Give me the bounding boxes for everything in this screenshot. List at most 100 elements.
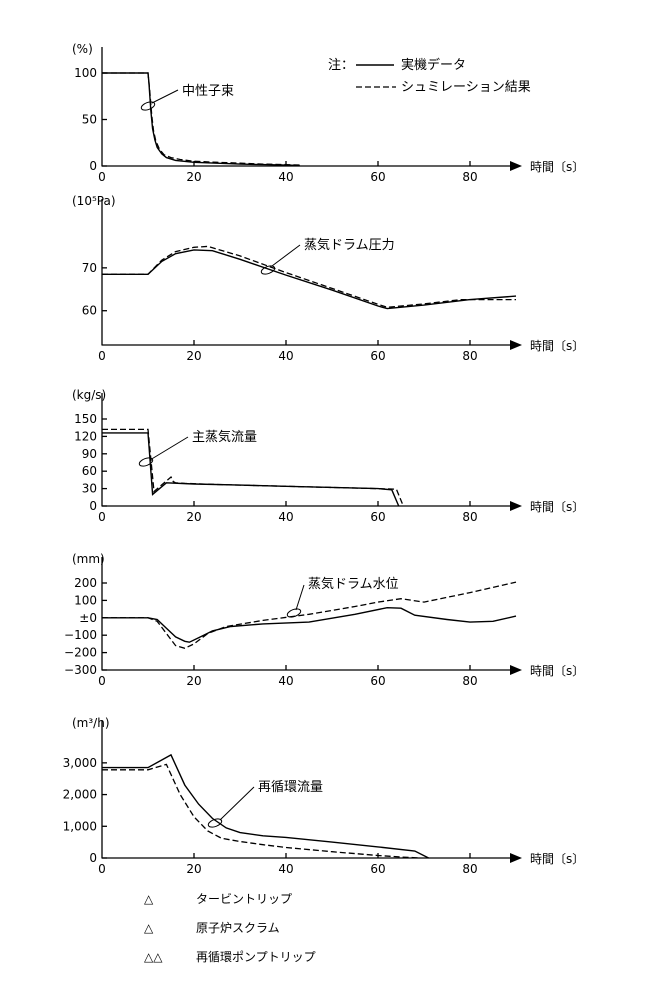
y-tick-label-4-1: 1,000 <box>63 819 97 833</box>
x-tick-label-2-3: 60 <box>370 510 385 524</box>
annotation-loop-2 <box>138 457 154 467</box>
event-symbol-0: △ <box>144 892 154 906</box>
y-tick-label-2-1: 30 <box>82 482 97 496</box>
y-tick-label-2-2: 60 <box>82 464 97 478</box>
annotation-loop-3 <box>286 608 302 618</box>
event-symbol-1: △ <box>144 921 154 935</box>
annotation-leader-1 <box>271 244 301 267</box>
unit-label-1: (10⁵Pa) <box>72 194 116 208</box>
event-symbol-2: △△ <box>144 950 163 964</box>
series-4-actual-line <box>102 753 429 859</box>
x-tick-label-3-4: 80 <box>462 674 477 688</box>
x-axis-title-2: 時間〔s〕 <box>530 500 584 514</box>
x-axis-arrow-0 <box>510 161 522 171</box>
x-tick-label-0-1: 20 <box>186 170 201 184</box>
x-tick-label-1-4: 80 <box>462 349 477 363</box>
y-tick-label-0-2: 100 <box>74 66 97 80</box>
series-3-actual-line <box>102 606 517 643</box>
y-tick-label-3-3: ±0 <box>79 611 97 625</box>
unit-label-0: (%) <box>72 42 93 56</box>
x-axis-title-1: 時間〔s〕 <box>530 339 584 353</box>
y-tick-label-2-0: 0 <box>89 499 97 513</box>
x-tick-label-0-2: 40 <box>278 170 293 184</box>
unit-label-3: (mm) <box>72 552 105 566</box>
x-tick-label-4-3: 60 <box>370 862 385 876</box>
unit-label-4: (m³/h) <box>72 716 110 730</box>
chart-panels: 0 20 40 60 80 0 50 100 (%) 時間〔s〕 中性子束 0 20 40 60 80 60 70… <box>63 42 585 876</box>
x-axis-title-3: 時間〔s〕 <box>530 664 584 678</box>
y-tick-label-3-2: −100 <box>64 628 97 642</box>
x-tick-label-4-0: 0 <box>98 862 106 876</box>
legend-actual-label: 実機データ <box>401 57 466 73</box>
x-tick-label-3-1: 20 <box>186 674 201 688</box>
series-3-simulation-line <box>102 581 517 649</box>
legend-note-prefix: 注： <box>328 58 354 73</box>
event-label-0: タービントリップ <box>196 892 292 906</box>
x-tick-label-2-2: 40 <box>278 510 293 524</box>
series-2-simulation-line <box>102 428 404 507</box>
x-tick-label-4-2: 40 <box>278 862 293 876</box>
chart-panel-1: 0 20 40 60 80 60 70 (10⁵Pa) 時間〔s〕 蒸気ドラム圧力 <box>72 194 584 363</box>
annotation-loop-4 <box>207 818 223 828</box>
x-tick-label-2-1: 20 <box>186 510 201 524</box>
y-tick-label-2-4: 120 <box>74 429 97 443</box>
y-tick-label-4-3: 3,000 <box>63 756 97 770</box>
y-tick-label-3-0: −300 <box>64 663 97 677</box>
y-tick-label-3-1: −200 <box>64 646 97 660</box>
y-tick-label-2-3: 90 <box>82 447 97 461</box>
x-tick-label-0-0: 0 <box>98 170 106 184</box>
series-1-simulation-line <box>102 245 516 308</box>
x-axis-title-4: 時間〔s〕 <box>530 852 584 866</box>
annotation-loop-0 <box>140 101 156 111</box>
y-tick-label-3-4: 100 <box>74 593 97 607</box>
x-axis-arrow-2 <box>510 501 522 511</box>
y-tick-label-2-5: 150 <box>74 412 97 426</box>
annotation-0: 中性子束 <box>182 84 234 99</box>
chart-panel-4: 0 20 40 60 80 0 1,000 2,000 3,000 (m³/h) 時間〔s〕 再循環流… <box>63 716 585 876</box>
annotation-leader-4 <box>219 786 255 821</box>
series-1-actual-line <box>102 249 517 310</box>
x-tick-label-1-3: 60 <box>370 349 385 363</box>
x-tick-label-3-0: 0 <box>98 674 106 688</box>
x-tick-label-0-3: 60 <box>370 170 385 184</box>
event-legend: △ タービントリップ △ 原子炉スクラム △△ 再循環ポンプトリップ <box>144 892 316 964</box>
x-tick-label-3-2: 40 <box>278 674 293 688</box>
chart-panel-3: 0 20 40 60 80 −300 −200 −100 ±0 100 200 (mm) 時間〔s〕 蒸気… <box>64 552 584 688</box>
annotation-loop-1 <box>260 265 276 275</box>
y-tick-label-3-5: 200 <box>74 576 97 590</box>
legend-sim-label: シュミレーション結果 <box>401 80 531 95</box>
annotation-leader-3 <box>295 584 305 611</box>
x-axis-arrow-4 <box>510 853 522 863</box>
y-tick-label-4-0: 0 <box>89 851 97 865</box>
event-label-1: 原子炉スクラム <box>196 921 280 935</box>
unit-label-2: (kg/s) <box>72 388 106 402</box>
x-tick-label-4-1: 20 <box>186 862 201 876</box>
event-label-2: 再循環ポンプトリップ <box>196 950 316 964</box>
y-tick-label-1-0: 60 <box>82 304 97 318</box>
annotation-leader-2 <box>149 436 189 461</box>
x-tick-label-1-2: 40 <box>278 349 293 363</box>
annotation-4: 再循環流量 <box>258 780 323 795</box>
annotation-1: 蒸気ドラム圧力 <box>304 237 395 253</box>
x-axis-title-0: 時間〔s〕 <box>530 160 584 174</box>
legend-note: 注： 実機データ シュミレーション結果 <box>328 57 531 95</box>
annotation-2: 主蒸気流量 <box>192 429 257 445</box>
annotation-3: 蒸気ドラム水位 <box>308 576 399 592</box>
y-tick-label-4-2: 2,000 <box>63 788 97 802</box>
x-tick-label-3-3: 60 <box>370 674 385 688</box>
series-0-simulation-line <box>102 72 300 166</box>
chart-panel-0: 0 20 40 60 80 0 50 100 (%) 時間〔s〕 中性子束 <box>72 42 584 184</box>
x-tick-label-0-4: 80 <box>462 170 477 184</box>
y-tick-label-0-1: 50 <box>82 113 97 127</box>
annotation-leader-0 <box>151 89 179 104</box>
x-axis-arrow-3 <box>510 665 522 675</box>
x-tick-label-4-4: 80 <box>462 862 477 876</box>
x-tick-label-1-0: 0 <box>98 349 106 363</box>
series-0-actual-line <box>102 72 300 167</box>
series-4-simulation-line <box>102 763 420 859</box>
y-tick-label-1-1: 70 <box>82 261 97 275</box>
y-tick-label-0-0: 0 <box>89 159 97 173</box>
x-tick-label-2-0: 0 <box>98 510 106 524</box>
